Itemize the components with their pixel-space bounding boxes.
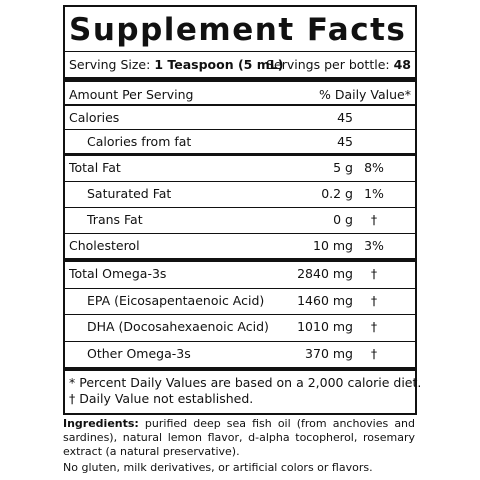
label: Servings per bottle: [266, 57, 390, 72]
value: 48 [393, 57, 411, 72]
amount: 0.2 g [321, 186, 353, 201]
nutrient: Total Omega-3s [69, 266, 167, 281]
amount: 2840 mg [297, 266, 353, 281]
label: Ingredients: [63, 417, 139, 430]
amount: 45 [337, 134, 353, 149]
facts-panel: Supplement Facts Serving Size: 1 Teaspoo… [63, 5, 421, 415]
serving-size: Serving Size: 1 Teaspoon (5 mL) [69, 57, 283, 73]
divider [65, 104, 415, 106]
nutrient: Trans Fat [87, 212, 143, 227]
divider [65, 153, 415, 156]
title: Supplement Facts [69, 12, 407, 48]
divider [65, 181, 415, 182]
note: No gluten, milk derivatives, or artifici… [63, 461, 373, 474]
divider [65, 233, 415, 234]
nutrient: EPA (Eicosapentaenoic Acid) [87, 293, 265, 308]
amount: 45 [337, 110, 353, 125]
nutrient: Calories [69, 110, 120, 125]
divider [65, 258, 415, 262]
daily-value: 1% [364, 186, 384, 201]
text: purified deep sea fish oil (from anchovi… [63, 417, 416, 458]
daily-value: † [370, 266, 378, 281]
amount: 0 g [333, 212, 353, 227]
column-header: % Daily Value* [318, 87, 411, 102]
daily-value: 3% [364, 238, 384, 253]
nutrient: Total Fat [69, 160, 121, 175]
daily-value: † [370, 293, 378, 308]
nutrient: Saturated Fat [87, 186, 172, 201]
daily-value: 8% [364, 160, 384, 175]
divider [65, 51, 415, 52]
divider [65, 314, 415, 315]
divider [65, 77, 415, 82]
servings: Servings per bottle: 48 [266, 57, 411, 73]
divider [65, 207, 415, 208]
nutrient: Calories from fat [87, 134, 192, 149]
daily-value: † [370, 319, 378, 334]
nutrient: Other Omega-3s [87, 346, 191, 361]
amount: 370 mg [305, 346, 353, 361]
amount: 10 mg [313, 238, 353, 253]
divider [65, 129, 415, 130]
amount: 5 g [333, 160, 353, 175]
amount: 1010 mg [297, 319, 353, 334]
amount: 1460 mg [297, 293, 353, 308]
footnote: † Daily Value not established. [69, 391, 254, 406]
nutrient: DHA (Docosahexaenoic Acid) [87, 319, 269, 334]
footnote: * Percent Daily Values are based on a 2,… [69, 375, 422, 390]
column-header: Amount Per Serving [69, 87, 194, 102]
nutrient: Cholesterol [69, 238, 140, 253]
divider [65, 288, 415, 289]
divider [65, 341, 415, 342]
ingredients: Ingredients: purified deep sea fish oil … [63, 417, 415, 459]
daily-value: † [370, 346, 378, 361]
daily-value: † [370, 212, 378, 227]
value: 1 Teaspoon (5 mL) [154, 57, 284, 72]
divider [65, 367, 415, 371]
label: Serving Size: [69, 57, 151, 72]
